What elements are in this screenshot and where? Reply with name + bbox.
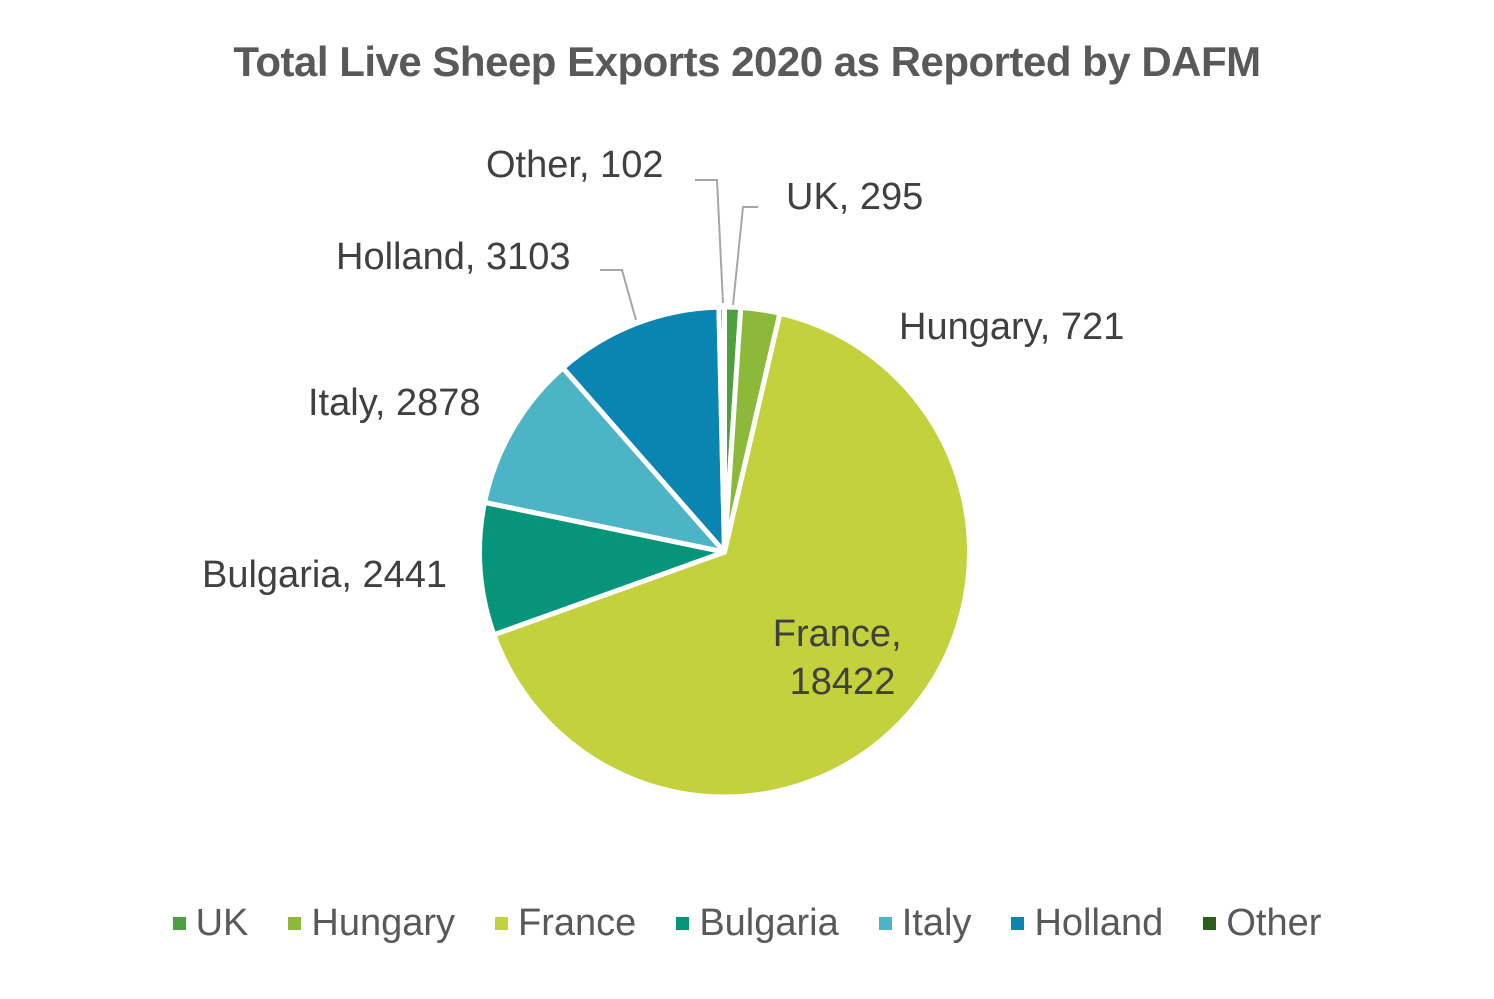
legend-swatch	[1011, 917, 1025, 930]
leader-line-other	[695, 179, 724, 304]
legend-item-france: France	[495, 902, 636, 945]
pie-slice-other	[716, 304, 727, 555]
legend-item-other: Other	[1203, 902, 1321, 945]
data-label-france: France, 18422	[772, 613, 902, 703]
leader-line-holland	[600, 269, 637, 321]
pie-slice-holland	[560, 304, 727, 555]
legend: UK Hungary France Bulgaria Italy Holland Other	[0, 902, 1494, 945]
legend-swatch	[1203, 917, 1217, 930]
legend-label: UK	[195, 902, 249, 944]
pie-slice-italy	[482, 365, 727, 555]
data-label-italy: Italy, 2878	[308, 382, 481, 424]
leader-line-uk	[732, 206, 758, 306]
legend-label: Bulgaria	[699, 902, 839, 944]
data-label-hungary: Hungary, 721	[899, 306, 1125, 348]
legend-swatch	[172, 917, 186, 930]
pie-slice-bulgaria	[477, 499, 727, 638]
legend-label: Italy	[901, 902, 972, 944]
legend-label: Hungary	[311, 902, 456, 944]
chart-title: Total Live Sheep Exports 2020 as Reporte…	[233, 38, 1261, 85]
legend-item-hungary: Hungary	[288, 902, 455, 945]
legend-swatch	[288, 917, 302, 930]
legend-swatch	[676, 917, 690, 930]
pie-slice-france	[491, 310, 972, 800]
legend-item-holland: Holland	[1011, 902, 1163, 945]
legend-label: France	[518, 902, 637, 944]
data-label-other: Other, 102	[486, 144, 664, 186]
data-label-holland: Holland, 3103	[336, 236, 571, 278]
legend-label: Other	[1226, 902, 1322, 944]
data-label-bulgaria: Bulgaria, 2441	[202, 554, 448, 596]
legend-label: Holland	[1034, 902, 1164, 944]
legend-item-italy: Italy	[878, 902, 972, 945]
legend-swatch	[878, 917, 892, 930]
legend-swatch	[495, 917, 509, 930]
legend-item-bulgaria: Bulgaria	[676, 902, 839, 945]
legend-item-uk: UK	[172, 902, 249, 945]
data-label-uk: UK, 295	[786, 176, 924, 218]
